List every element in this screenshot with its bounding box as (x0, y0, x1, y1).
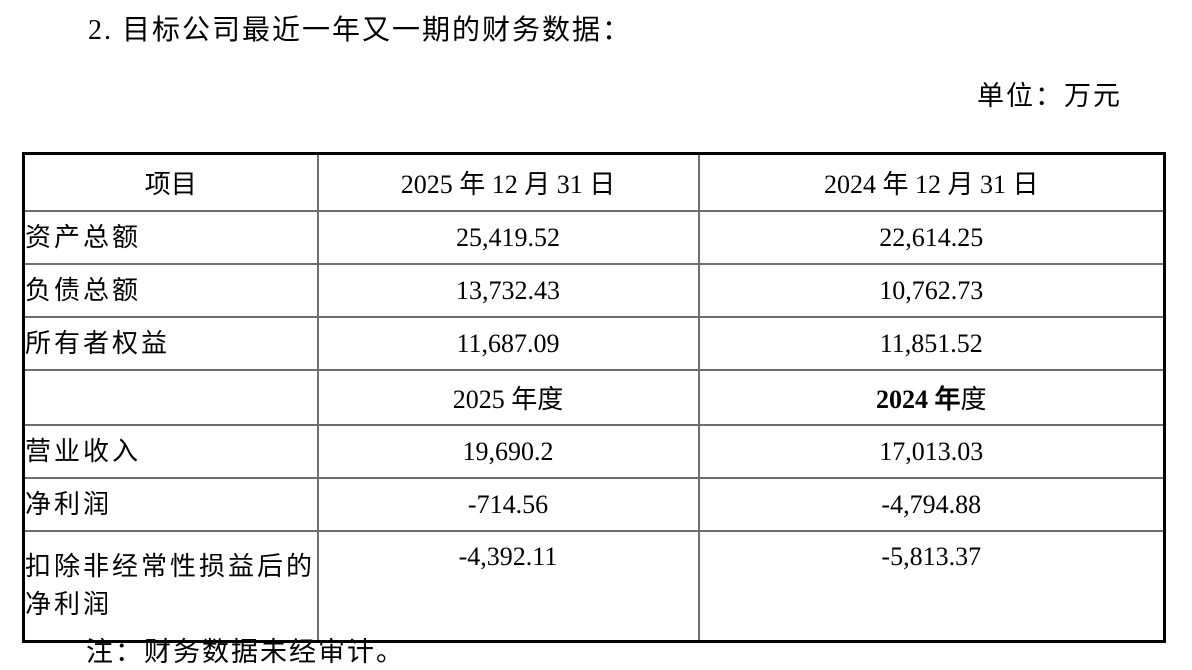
value-2024: 22,614.25 (697, 210, 1166, 265)
value-2024: 11,851.52 (697, 316, 1166, 371)
value-2024: -5,813.37 (697, 530, 1166, 643)
unit-label: 单位：万元 (977, 81, 1122, 111)
table-row: 所有者权益 11,687.09 11,851.52 (22, 316, 1166, 371)
period-2024-bold: 2024 年 (875, 385, 961, 414)
value-2025: -714.56 (316, 477, 700, 532)
row-label: 资产总额 (22, 210, 319, 265)
table-row: 营业收入 19,690.2 17,013.03 (22, 424, 1166, 479)
table-row: 扣除非经常性损益后的净利润 -4,392.11 -5,813.37 (22, 530, 1166, 643)
period-header-row: 2025 年度 2024 年度 (22, 369, 1166, 426)
value-2024: -4,794.88 (697, 477, 1166, 532)
header-date-2025: 2025 年 12 月 31 日 (316, 152, 700, 212)
value-2025: 25,419.52 (316, 210, 700, 265)
header-date-2024: 2024 年 12 月 31 日 (697, 152, 1166, 212)
row-label: 净利润 (22, 477, 319, 532)
value-2025: 11,687.09 (316, 316, 700, 371)
header-item: 项目 (22, 152, 319, 212)
row-label: 营业收入 (22, 424, 319, 479)
value-2025: 19,690.2 (316, 424, 700, 479)
table-header-row: 项目 2025 年 12 月 31 日 2024 年 12 月 31 日 (22, 152, 1166, 212)
table-row: 资产总额 25,419.52 22,614.25 (22, 210, 1166, 265)
section-title: 2. 目标公司最近一年又一期的财务数据： (88, 15, 633, 46)
table-row: 负债总额 13,732.43 10,762.73 (22, 263, 1166, 318)
table-footnote: 注：财务数据未经审计。 (86, 637, 405, 667)
period-2024-rest: 度 (960, 385, 987, 414)
value-2024: 10,762.73 (697, 263, 1166, 318)
row-label: 所有者权益 (22, 316, 319, 371)
value-2025: -4,392.11 (316, 530, 700, 643)
row-label: 扣除非经常性损益后的净利润 (22, 530, 319, 643)
empty-cell (22, 369, 319, 426)
financial-data-table: 项目 2025 年 12 月 31 日 2024 年 12 月 31 日 资产总… (22, 152, 1166, 643)
period-2024: 2024 年度 (697, 369, 1166, 426)
table-row: 净利润 -714.56 -4,794.88 (22, 477, 1166, 532)
period-2025: 2025 年度 (316, 369, 700, 426)
row-label: 负债总额 (22, 263, 319, 318)
value-2024: 17,013.03 (697, 424, 1166, 479)
value-2025: 13,732.43 (316, 263, 700, 318)
